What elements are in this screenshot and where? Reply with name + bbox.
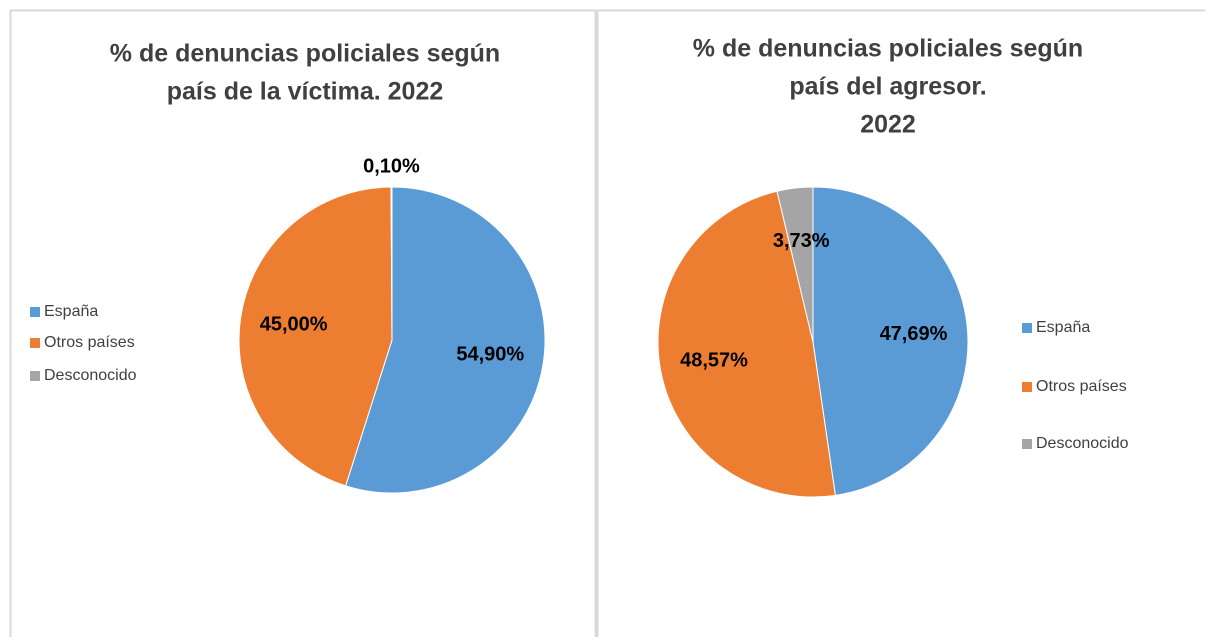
legend-label: Desconocido [1036, 435, 1129, 452]
pie-slice [345, 186, 546, 494]
chart-title: país del agresor. [789, 73, 986, 101]
legend-label: Desconocido [44, 367, 137, 384]
chart-title: % de denuncias policiales según [693, 35, 1083, 63]
panel-border [596, 9, 1205, 637]
pie-slice [776, 186, 814, 343]
legend-swatch [30, 338, 40, 348]
legend-swatch [1022, 323, 1032, 333]
legend-swatch [30, 371, 40, 381]
panel-border [9, 9, 597, 637]
chart-title: 2022 [860, 111, 916, 139]
legend-swatch [1022, 382, 1032, 392]
legend-label: Otros países [1036, 378, 1127, 395]
pie-slice [657, 190, 836, 498]
data-label: 54,90% [456, 344, 524, 366]
chart-title: % de denuncias policiales según [110, 40, 500, 68]
legend-swatch [30, 307, 40, 317]
legend-label: España [1036, 319, 1090, 336]
pie-slice [390, 186, 393, 341]
data-label: 47,69% [880, 323, 948, 345]
data-label: 48,57% [680, 349, 748, 371]
chart-title: país de la víctima. 2022 [167, 78, 444, 106]
legend-label: España [44, 303, 98, 320]
pie-slice [812, 186, 969, 496]
legend-label: Otros países [44, 334, 135, 351]
data-label: 45,00% [260, 313, 328, 335]
legend-swatch [1022, 439, 1032, 449]
data-label: 0,10% [363, 155, 420, 177]
data-label: 3,73% [773, 230, 830, 252]
pie-slice [238, 186, 393, 487]
